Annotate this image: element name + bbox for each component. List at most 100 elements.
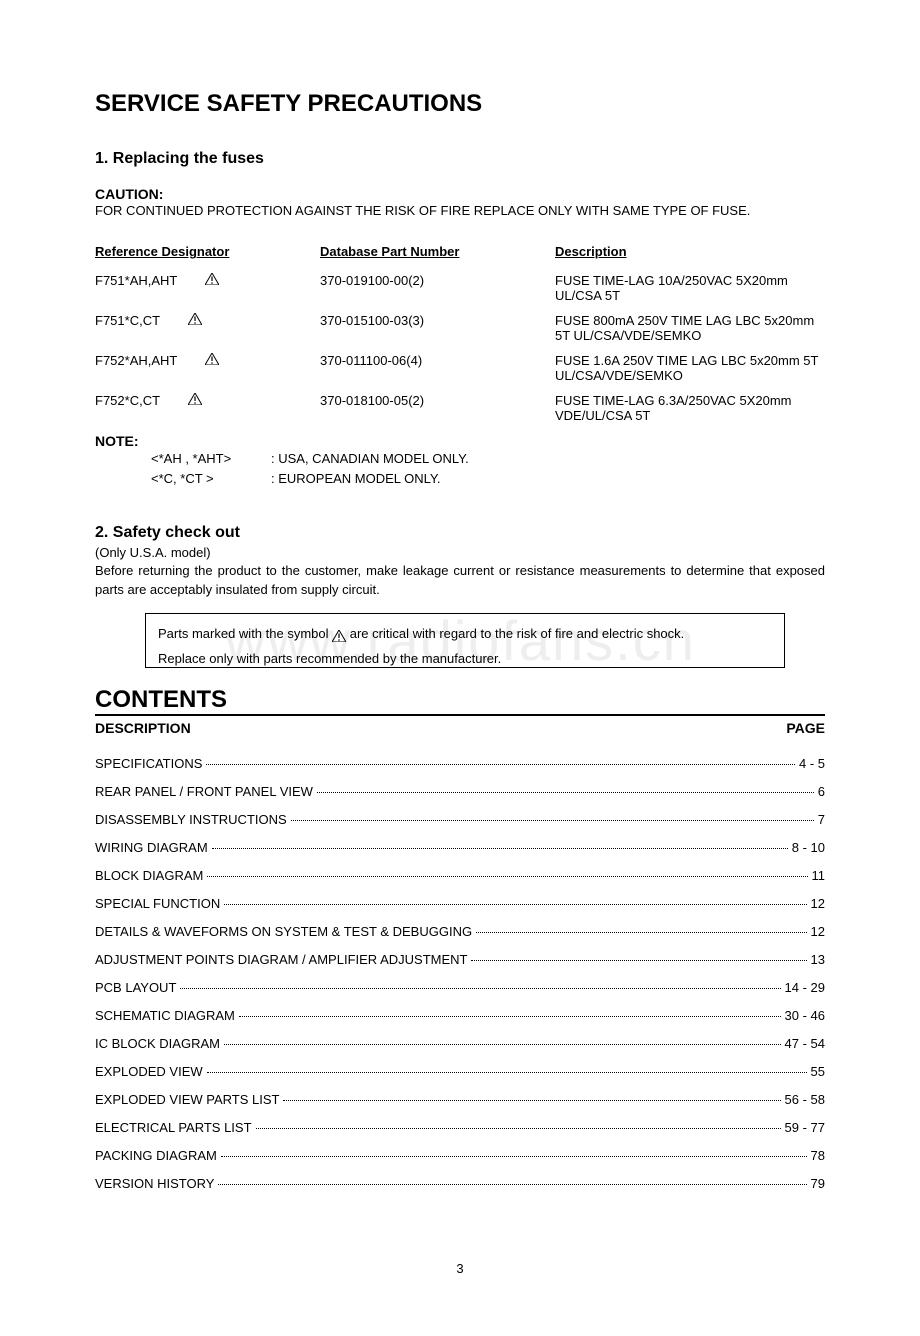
warning-triangle-icon <box>188 393 202 405</box>
section-safety-check: 2. Safety check out (Only U.S.A. model) … <box>95 524 825 668</box>
warning-triangle-icon <box>332 628 346 640</box>
fuse-desc: FUSE 1.6A 250V TIME LAG LBC 5x20mm 5T UL… <box>555 353 825 383</box>
toc-row: SPECIAL FUNCTION 12 <box>95 896 825 911</box>
fuse-part: 370-019100-00(2) <box>320 273 555 288</box>
toc-dots <box>207 1072 807 1073</box>
fuse-part: 370-015100-03(3) <box>320 313 555 328</box>
page-number: 3 <box>95 1261 825 1276</box>
toc-row: PACKING DIAGRAM 78 <box>95 1148 825 1163</box>
fuse-table: Reference Designator Database Part Numbe… <box>95 244 825 423</box>
toc-dots <box>291 820 814 821</box>
toc-page: 4 - 5 <box>799 756 825 771</box>
toc-page: 11 <box>812 868 826 883</box>
toc-row: SCHEMATIC DIAGRAM 30 - 46 <box>95 1008 825 1023</box>
toc-row: SPECIFICATIONS 4 - 5 <box>95 756 825 771</box>
warning-line1-a: Parts marked with the symbol <box>158 626 332 641</box>
toc-row: ADJUSTMENT POINTS DIAGRAM / AMPLIFIER AD… <box>95 952 825 967</box>
toc-row: BLOCK DIAGRAM 11 <box>95 868 825 883</box>
fuse-desc: FUSE TIME-LAG 10A/250VAC 5X20mm UL/CSA 5… <box>555 273 825 303</box>
header-part: Database Part Number <box>320 244 555 259</box>
toc-label: SPECIAL FUNCTION <box>95 896 220 911</box>
toc-label: ADJUSTMENT POINTS DIAGRAM / AMPLIFIER AD… <box>95 952 467 967</box>
toc-row: WIRING DIAGRAM 8 - 10 <box>95 840 825 855</box>
toc-page: 59 - 77 <box>785 1120 825 1135</box>
toc-dots <box>256 1128 781 1129</box>
toc-label: EXPLODED VIEW PARTS LIST <box>95 1092 279 1107</box>
caution-text: FOR CONTINUED PROTECTION AGAINST THE RIS… <box>95 202 825 220</box>
toc-page: 55 <box>811 1064 825 1079</box>
note-label: NOTE: <box>95 433 825 449</box>
toc-page: 30 - 46 <box>785 1008 825 1023</box>
toc-label: SCHEMATIC DIAGRAM <box>95 1008 235 1023</box>
note-row: <*AH , *AHT>: USA, CANADIAN MODEL ONLY. <box>151 449 825 469</box>
fuse-row: F752*C,CT370-018100-05(2)FUSE TIME-LAG 6… <box>95 393 825 423</box>
toc-dots <box>221 1156 807 1157</box>
toc-dots <box>224 1044 781 1045</box>
note-key: <*C, *CT > <box>151 469 271 489</box>
contents-header: DESCRIPTION PAGE <box>95 720 825 736</box>
toc-label: VERSION HISTORY <box>95 1176 214 1191</box>
toc-dots <box>224 904 806 905</box>
toc-label: ELECTRICAL PARTS LIST <box>95 1120 252 1135</box>
warning-triangle-icon <box>205 353 219 365</box>
toc-row: ELECTRICAL PARTS LIST 59 - 77 <box>95 1120 825 1135</box>
toc-row: DISASSEMBLY INSTRUCTIONS 7 <box>95 812 825 827</box>
header-description: Description <box>555 244 825 259</box>
toc-page: 6 <box>818 784 825 799</box>
safety-body: Before returning the product to the cust… <box>95 562 825 598</box>
toc-label: PACKING DIAGRAM <box>95 1148 217 1163</box>
fuse-part: 370-011100-06(4) <box>320 353 555 368</box>
toc-dots <box>180 988 780 989</box>
fuse-row: F752*AH,AHT 370-011100-06(4)FUSE 1.6A 250… <box>95 353 825 383</box>
toc-label: EXPLODED VIEW <box>95 1064 203 1079</box>
table-of-contents: SPECIFICATIONS 4 - 5 REAR PANEL / FRONT PA… <box>95 756 825 1191</box>
contents-title: CONTENTS <box>95 686 825 716</box>
toc-page: 56 - 58 <box>785 1092 825 1107</box>
toc-row: REAR PANEL / FRONT PANEL VIEW 6 <box>95 784 825 799</box>
warning-box: Parts marked with the symbol are critica… <box>145 613 785 668</box>
section-title-safety: 2. Safety check out <box>95 524 825 542</box>
toc-dots <box>206 764 795 765</box>
toc-dots <box>239 1016 781 1017</box>
toc-page: 12 <box>811 896 825 911</box>
header-reference: Reference Designator <box>95 244 320 259</box>
fuse-ref: F751*AH,AHT <box>95 273 177 288</box>
caution-label: CAUTION: <box>95 186 825 202</box>
fuse-row: F751*AH,AHT 370-019100-00(2)FUSE TIME-LAG… <box>95 273 825 303</box>
toc-label: REAR PANEL / FRONT PANEL VIEW <box>95 784 313 799</box>
toc-label: DISASSEMBLY INSTRUCTIONS <box>95 812 287 827</box>
note-key: <*AH , *AHT> <box>151 449 271 469</box>
toc-label: PCB LAYOUT <box>95 980 176 995</box>
fuse-ref: F752*C,CT <box>95 393 160 408</box>
toc-row: EXPLODED VIEW PARTS LIST 56 - 58 <box>95 1092 825 1107</box>
contents-header-right: PAGE <box>786 720 825 736</box>
fuse-desc: FUSE TIME-LAG 6.3A/250VAC 5X20mm VDE/UL/… <box>555 393 825 423</box>
fuse-ref: F751*C,CT <box>95 313 160 328</box>
fuse-ref: F752*AH,AHT <box>95 353 177 368</box>
toc-dots <box>283 1100 780 1101</box>
toc-dots <box>218 1184 806 1185</box>
toc-page: 79 <box>811 1176 825 1191</box>
toc-page: 14 - 29 <box>785 980 825 995</box>
toc-page: 13 <box>811 952 825 967</box>
toc-row: VERSION HISTORY 79 <box>95 1176 825 1191</box>
main-title: SERVICE SAFETY PRECAUTIONS <box>95 90 825 118</box>
warning-triangle-icon <box>205 273 219 285</box>
toc-label: IC BLOCK DIAGRAM <box>95 1036 220 1051</box>
toc-label: WIRING DIAGRAM <box>95 840 208 855</box>
toc-page: 47 - 54 <box>785 1036 825 1051</box>
toc-label: SPECIFICATIONS <box>95 756 202 771</box>
note-row: <*C, *CT >: EUROPEAN MODEL ONLY. <box>151 469 825 489</box>
fuse-row: F751*C,CT370-015100-03(3)FUSE 800mA 250V… <box>95 313 825 343</box>
toc-page: 8 - 10 <box>792 840 825 855</box>
warning-line2: Replace only with parts recommended by t… <box>158 649 772 668</box>
note-value: : EUROPEAN MODEL ONLY. <box>271 469 441 489</box>
toc-dots <box>212 848 788 849</box>
toc-dots <box>471 960 806 961</box>
contents-header-left: DESCRIPTION <box>95 720 191 736</box>
toc-page: 78 <box>811 1148 825 1163</box>
toc-row: PCB LAYOUT 14 - 29 <box>95 980 825 995</box>
toc-dots <box>476 932 806 933</box>
toc-dots <box>207 876 807 877</box>
warning-triangle-icon <box>188 313 202 325</box>
